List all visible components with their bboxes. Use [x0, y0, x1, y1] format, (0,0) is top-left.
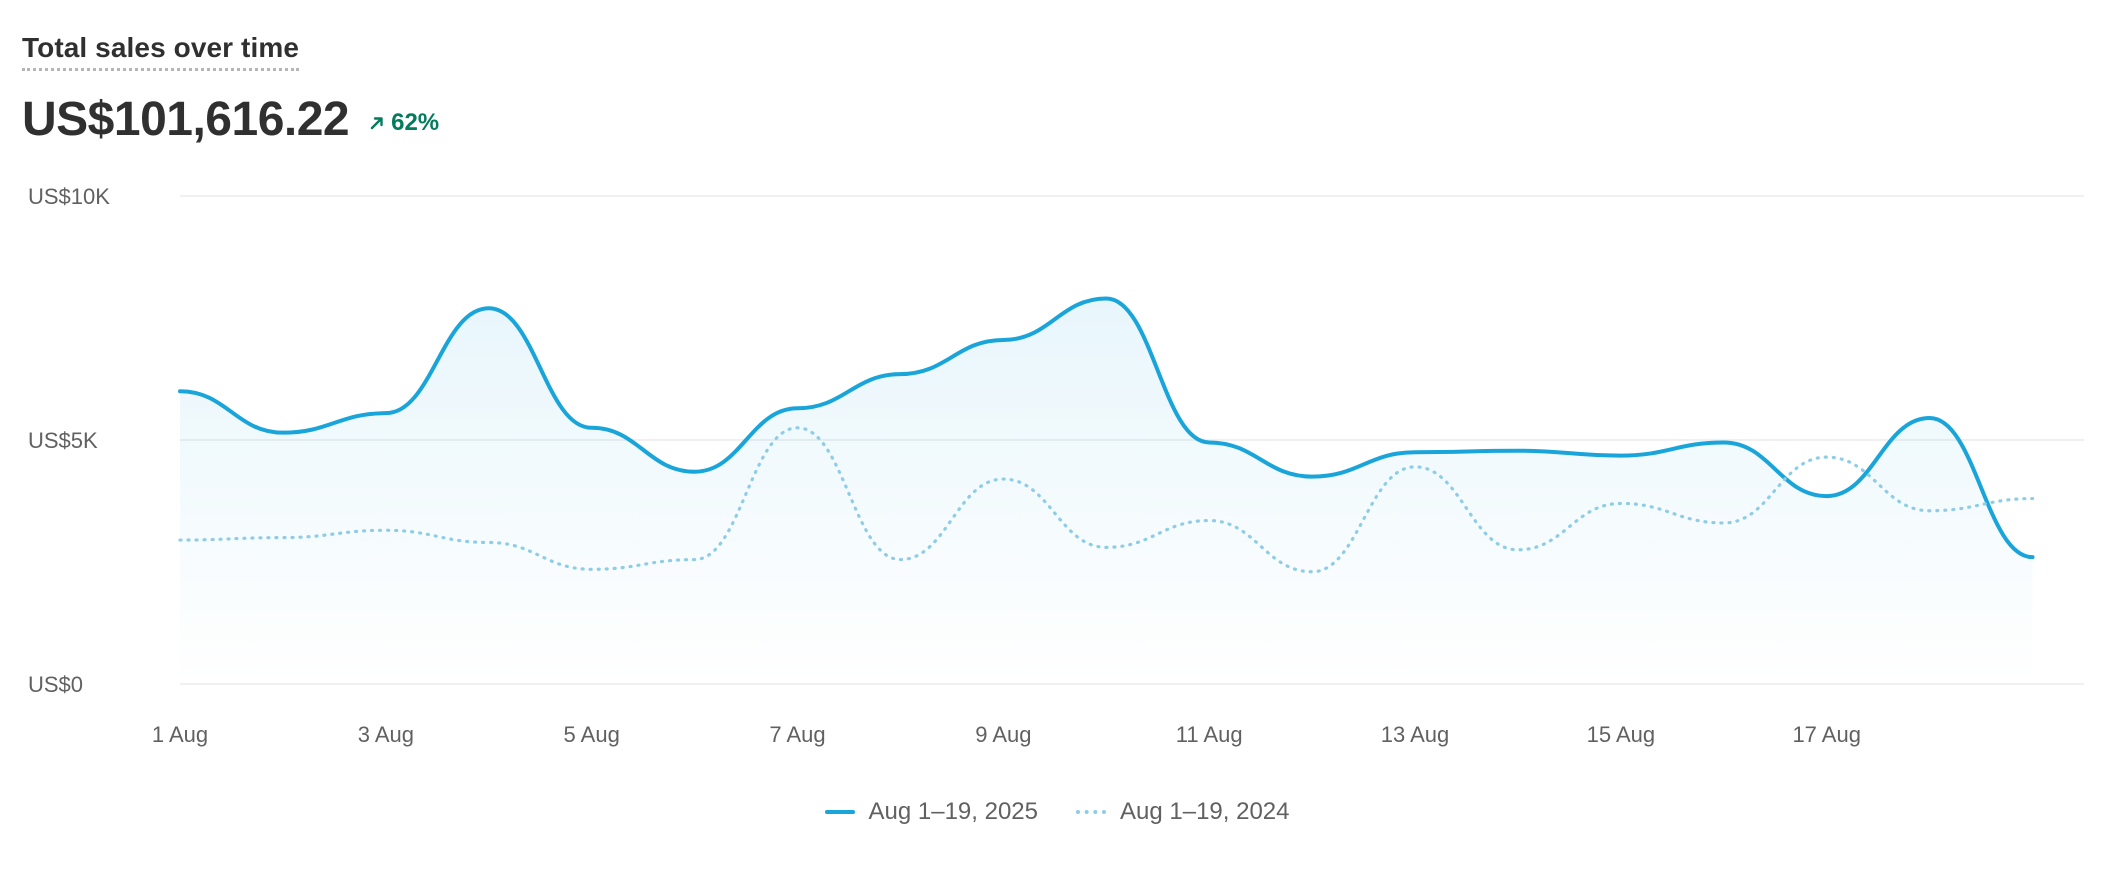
series-line-current[interactable]: [178, 296, 2035, 560]
data-point-current[interactable]: [586, 422, 598, 434]
series-area-current: [180, 298, 2033, 684]
legend-item-previous[interactable]: Aug 1–19, 2024: [1076, 798, 1290, 826]
data-point-previous[interactable]: [1924, 505, 1936, 517]
data-point-current[interactable]: [2027, 551, 2039, 563]
change-percent: 62%: [391, 108, 440, 136]
data-point-current[interactable]: [1512, 445, 1524, 457]
data-point-previous[interactable]: [586, 563, 598, 575]
legend-item-current[interactable]: Aug 1–19, 2025: [824, 798, 1039, 826]
data-point-previous[interactable]: [1512, 544, 1524, 556]
data-point-current[interactable]: [894, 368, 906, 380]
x-tick-label: 17 Aug: [1792, 722, 1861, 747]
data-point-previous[interactable]: [1718, 517, 1730, 529]
data-point-current[interactable]: [1924, 412, 1936, 424]
x-tick-label: 3 Aug: [358, 722, 414, 747]
data-point-current[interactable]: [1821, 490, 1833, 502]
arrow-up-right-icon: [370, 116, 383, 129]
data-point-current[interactable]: [1718, 436, 1730, 448]
data-point-previous[interactable]: [174, 534, 186, 546]
legend-swatch-dotted: [1076, 810, 1106, 814]
x-tick-label: 15 Aug: [1587, 722, 1656, 747]
chart-title[interactable]: Total sales over time: [22, 32, 300, 71]
data-point-previous[interactable]: [483, 536, 495, 548]
data-point-previous[interactable]: [997, 473, 1009, 485]
y-tick-label: US$10K: [28, 184, 110, 209]
data-point-previous[interactable]: [1821, 451, 1833, 463]
y-tick-label: US$0: [28, 672, 83, 697]
data-point-current[interactable]: [1306, 471, 1318, 483]
data-point-current[interactable]: [792, 402, 804, 414]
data-point-current[interactable]: [1100, 292, 1112, 304]
data-point-current[interactable]: [997, 334, 1009, 346]
x-tick-label: 11 Aug: [1176, 722, 1243, 747]
data-point-previous[interactable]: [689, 554, 701, 566]
data-point-previous[interactable]: [1203, 515, 1215, 527]
y-tick-label: US$5K: [28, 428, 98, 453]
data-point-current[interactable]: [483, 302, 495, 314]
data-point-previous[interactable]: [380, 524, 392, 536]
series-line-previous[interactable]: [178, 426, 2035, 574]
x-tick-label: 1 Aug: [152, 722, 208, 747]
data-point-previous[interactable]: [1615, 497, 1627, 509]
data-point-current[interactable]: [689, 466, 701, 478]
total-sales-value: US$101,616.22: [22, 93, 350, 146]
data-point-previous[interactable]: [1306, 566, 1318, 578]
legend-label-current: Aug 1–19, 2025: [868, 798, 1039, 825]
data-point-previous[interactable]: [1100, 541, 1112, 553]
data-point-current[interactable]: [1203, 436, 1215, 448]
x-tick-label: 7 Aug: [769, 722, 825, 747]
data-point-current[interactable]: [380, 407, 392, 419]
x-tick-label: 9 Aug: [975, 722, 1031, 747]
data-point-current[interactable]: [1409, 446, 1421, 458]
data-point-previous[interactable]: [792, 422, 804, 434]
data-point-previous[interactable]: [277, 532, 289, 544]
chart-legend: Aug 1–19, 2025 Aug 1–19, 2024: [0, 798, 2114, 826]
data-point-current[interactable]: [174, 385, 186, 397]
total-row: US$101,616.22 62%: [22, 92, 439, 147]
data-point-previous[interactable]: [894, 554, 906, 566]
data-point-current[interactable]: [277, 427, 289, 439]
change-badge: 62%: [369, 109, 439, 137]
legend-swatch-solid: [824, 810, 855, 814]
x-tick-label: 5 Aug: [564, 722, 620, 747]
data-point-current[interactable]: [1615, 450, 1627, 462]
data-point-previous[interactable]: [2027, 493, 2039, 505]
legend-label-previous: Aug 1–19, 2024: [1120, 798, 1290, 825]
data-point-previous[interactable]: [1409, 461, 1421, 473]
x-tick-label: 13 Aug: [1381, 722, 1450, 747]
